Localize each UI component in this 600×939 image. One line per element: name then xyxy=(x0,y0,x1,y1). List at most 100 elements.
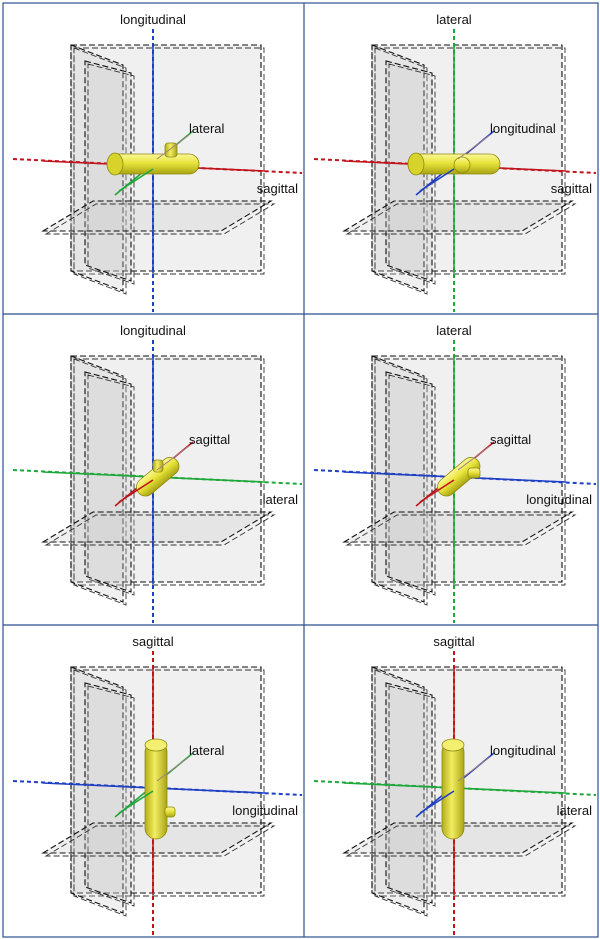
back-plane-edge-double xyxy=(73,358,265,586)
back-plane-edge-double xyxy=(73,669,265,897)
side-plane-inner-edge-double xyxy=(87,374,135,596)
back-plane-edge-double xyxy=(374,358,566,586)
side-plane-fill xyxy=(71,356,123,602)
side-plane-inner-edge xyxy=(84,60,132,282)
floor-plane-edge xyxy=(342,822,574,854)
side-plane-inner-fill xyxy=(386,61,432,281)
side-plane-edge xyxy=(70,44,124,292)
side-plane-fill xyxy=(372,356,424,602)
vertical-axis-label: sagittal xyxy=(132,634,173,649)
back-plane-edge-double xyxy=(73,47,265,275)
side-plane-edge-double xyxy=(73,669,127,917)
vertical-axis-label: longitudinal xyxy=(120,323,186,338)
depth-axis-front xyxy=(419,479,455,503)
side-plane-edge xyxy=(70,355,124,603)
body-cylinder xyxy=(136,457,180,497)
horizontal-axis-label: longitudinal xyxy=(526,492,592,507)
yellow-body-shape xyxy=(441,738,465,840)
panel-3: longitudinal lateral sagittal xyxy=(12,323,303,623)
back-plane-edge xyxy=(70,666,262,894)
side-plane-inner-edge-double xyxy=(388,63,436,285)
yellow-body-shape xyxy=(106,142,200,176)
side-plane-inner-edge xyxy=(84,682,132,904)
side-plane-fill xyxy=(71,667,123,913)
floor-plane-fill xyxy=(344,512,572,542)
floor-plane-edge xyxy=(342,511,574,543)
side-plane-inner-edge xyxy=(385,371,433,593)
horizontal-axis-label: lateral xyxy=(557,803,593,818)
vertical-axis-label: sagittal xyxy=(433,634,474,649)
depth-label-leader xyxy=(457,134,491,160)
side-plane-fill xyxy=(372,45,424,291)
body-nub xyxy=(164,806,176,818)
floor-plane-fill xyxy=(344,201,572,231)
side-plane-inner-fill xyxy=(85,372,131,592)
yellow-body-shape xyxy=(437,457,481,497)
floor-plane-edge xyxy=(41,511,273,543)
body-nub xyxy=(467,467,481,479)
depth-axis-front xyxy=(118,790,154,814)
side-plane-edge-double xyxy=(374,669,428,917)
side-plane-inner-edge-double xyxy=(388,374,436,596)
side-plane-inner-fill xyxy=(85,683,131,903)
side-plane-edge-double xyxy=(73,358,127,606)
horizontal-axis-label: longitudinal xyxy=(232,803,298,818)
vertical-axis-label: lateral xyxy=(436,323,472,338)
side-plane-inner-edge-double xyxy=(388,685,436,907)
panel-5: sagittal longitudinal lateral xyxy=(12,634,303,935)
panel-4: lateral longitudinal sagittal xyxy=(313,323,597,623)
yellow-body-shape xyxy=(136,457,180,497)
side-plane-inner-edge xyxy=(385,682,433,904)
back-plane-edge xyxy=(371,666,563,894)
depth-axis-front xyxy=(118,479,154,503)
horizontal-axis-label: sagittal xyxy=(257,181,298,196)
floor-plane-edge-double xyxy=(345,203,577,235)
depth-label-leader xyxy=(156,445,190,471)
side-plane-inner-edge-double xyxy=(87,63,135,285)
yellow-body-shape xyxy=(407,152,501,176)
depth-axis-front xyxy=(419,790,455,814)
back-plane-edge-double xyxy=(374,47,566,275)
body-cylinder xyxy=(437,457,481,497)
side-plane-edge xyxy=(70,666,124,914)
depth-axis-label: longitudinal xyxy=(490,121,556,136)
depth-axis-label: lateral xyxy=(189,121,225,136)
body-cylinder xyxy=(441,740,465,840)
side-plane-inner-edge xyxy=(385,60,433,282)
depth-axis-label: longitudinal xyxy=(490,743,556,758)
back-plane-fill xyxy=(372,667,562,893)
depth-axis-front xyxy=(419,168,455,192)
depth-label-leader xyxy=(156,756,190,782)
depth-axis-label: lateral xyxy=(189,743,225,758)
yellow-body-shape xyxy=(144,738,176,840)
panel-6: sagittal lateral longitudinal xyxy=(313,634,597,935)
body-end-cap xyxy=(144,738,168,752)
side-plane-inner-fill xyxy=(85,61,131,281)
body-end-cap xyxy=(106,152,124,176)
floor-plane-edge-double xyxy=(44,825,276,857)
horizontal-axis-label: sagittal xyxy=(551,181,592,196)
side-plane-edge-double xyxy=(374,47,428,295)
side-plane-edge xyxy=(371,44,425,292)
floor-plane-edge-double xyxy=(345,514,577,546)
side-plane-edge xyxy=(371,355,425,603)
body-nub xyxy=(152,459,164,473)
side-plane-inner-edge-double xyxy=(87,685,135,907)
side-plane-fill xyxy=(372,667,424,913)
floor-plane-edge xyxy=(41,200,273,232)
panel-2: lateral sagittal longitudinal xyxy=(313,12,597,312)
floor-plane-edge-double xyxy=(44,203,276,235)
back-plane-edge-double xyxy=(374,669,566,897)
side-plane-inner-edge xyxy=(84,371,132,593)
floor-plane-edge-double xyxy=(44,514,276,546)
side-plane-edge-double xyxy=(374,358,428,606)
depth-axis-label: sagittal xyxy=(490,432,531,447)
back-plane-edge xyxy=(70,44,262,272)
side-plane-inner-fill xyxy=(386,372,432,592)
body-cylinder xyxy=(144,740,168,840)
floor-plane-edge xyxy=(342,200,574,232)
panel-1: longitudinal sagittal lateral xyxy=(12,12,303,312)
